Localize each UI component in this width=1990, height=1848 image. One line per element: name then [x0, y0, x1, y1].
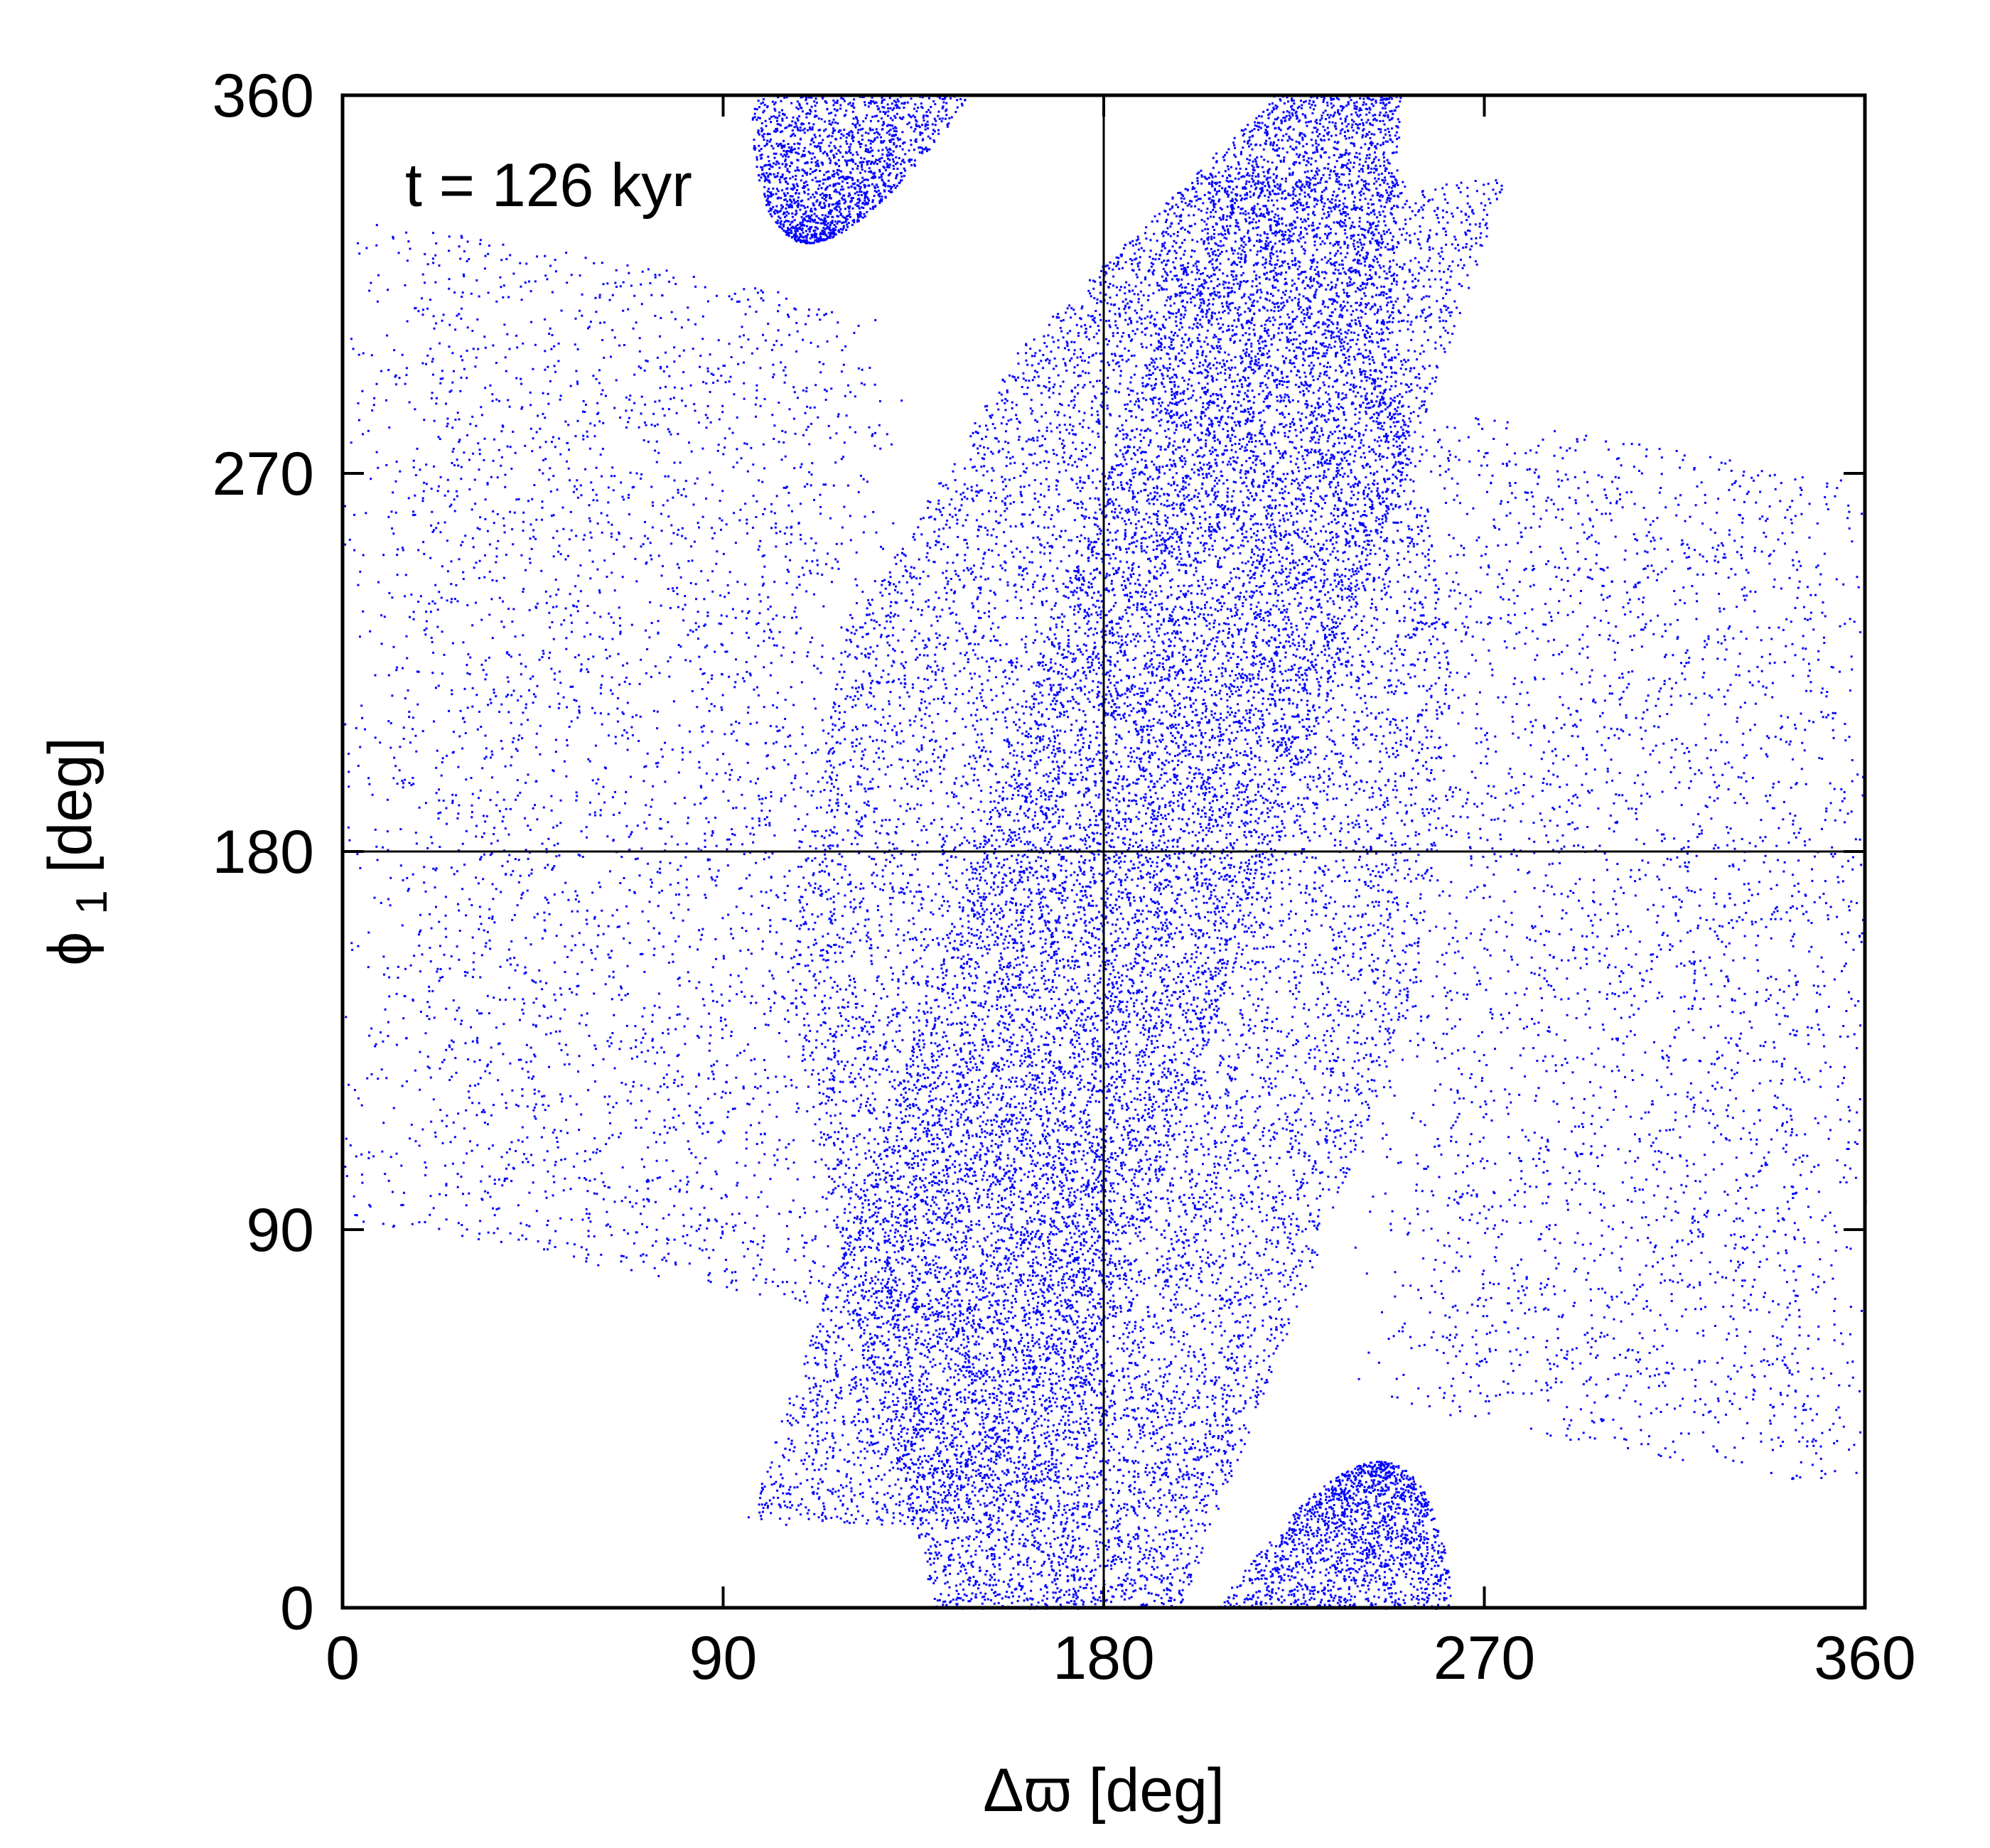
x-tick-labels: 0 90 180 270 360	[326, 1624, 1916, 1692]
x-tick-label: 90	[689, 1624, 758, 1692]
x-tick-label: 270	[1434, 1624, 1536, 1692]
y-tick-label: 360	[213, 62, 315, 130]
y-axis-label: ϕ 1 [deg]	[36, 737, 120, 966]
x-axis-label: Δϖ [deg]	[983, 1756, 1225, 1825]
reference-lines	[343, 95, 1865, 1608]
y-tick-label: 0	[280, 1574, 314, 1643]
y-tick-label: 180	[213, 818, 315, 886]
y-axis-label-symbol: ϕ	[36, 932, 104, 966]
x-tick-label: 0	[326, 1624, 360, 1692]
y-tick-labels: 0 90 180 270 360	[213, 62, 315, 1643]
y-axis-label-subscript: 1	[68, 890, 117, 914]
x-tick-label: 180	[1053, 1624, 1155, 1692]
axis-ticks	[341, 94, 1866, 1609]
y-tick-label: 90	[246, 1196, 314, 1264]
x-tick-label: 360	[1814, 1624, 1916, 1692]
y-axis-label-unit: [deg]	[36, 737, 104, 873]
y-tick-label: 270	[213, 440, 315, 508]
annotation-time: t = 126 kyr	[405, 151, 692, 220]
